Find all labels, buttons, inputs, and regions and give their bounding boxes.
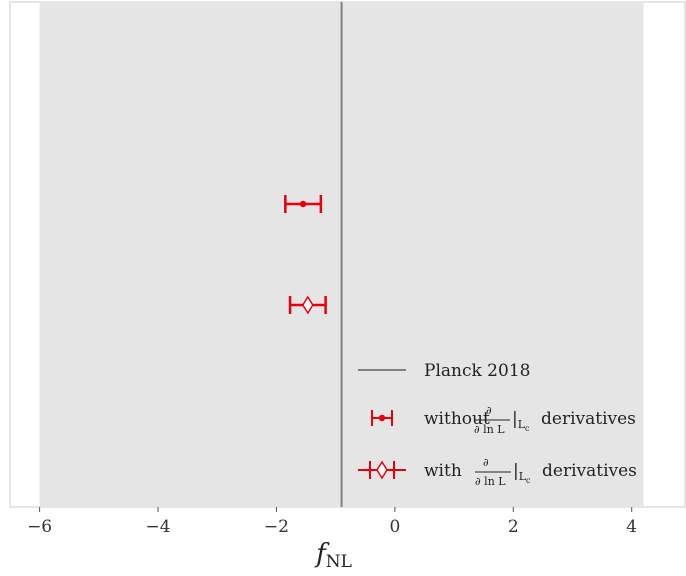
legend-without-math: ∂ ∂ ln L (474, 399, 505, 436)
x-tick-label: 4 (626, 517, 637, 537)
x-axis-title-subscript: NL (326, 552, 352, 572)
legend: Planck 2018 without ∂ ∂ ln L |Lc derivat… (358, 361, 637, 488)
x-tick-label: −4 (145, 517, 170, 537)
legend-planck-label: Planck 2018 (424, 361, 530, 381)
legend-without-marker (378, 414, 386, 422)
x-tick-label: −6 (27, 517, 52, 537)
legend-with-swatch (358, 460, 406, 480)
legend-without-prefix: without (424, 409, 490, 429)
point-marker-dot (299, 200, 307, 208)
legend-with-suffix: derivatives (542, 461, 637, 481)
legend-with-marker (376, 460, 388, 480)
legend-without-label: without ∂ ∂ ln L (424, 399, 505, 436)
legend-with-label: with (424, 461, 462, 481)
x-axis-title: fNL (314, 539, 352, 572)
legend-with-math: ∂ ∂ ln L (475, 456, 506, 488)
point-marker-diamond (301, 295, 314, 315)
x-axis: −6 −4 −2 0 2 4 (27, 507, 637, 537)
x-tick-label: 0 (389, 517, 400, 537)
legend-without-suffix: derivatives (541, 409, 636, 429)
x-tick-label: 2 (508, 517, 519, 537)
x-tick-label: −2 (264, 517, 289, 537)
data-point-without-0 (284, 195, 323, 213)
series-layer (284, 195, 327, 315)
data-point-with-0 (288, 295, 327, 315)
legend-without-swatch (371, 410, 393, 426)
